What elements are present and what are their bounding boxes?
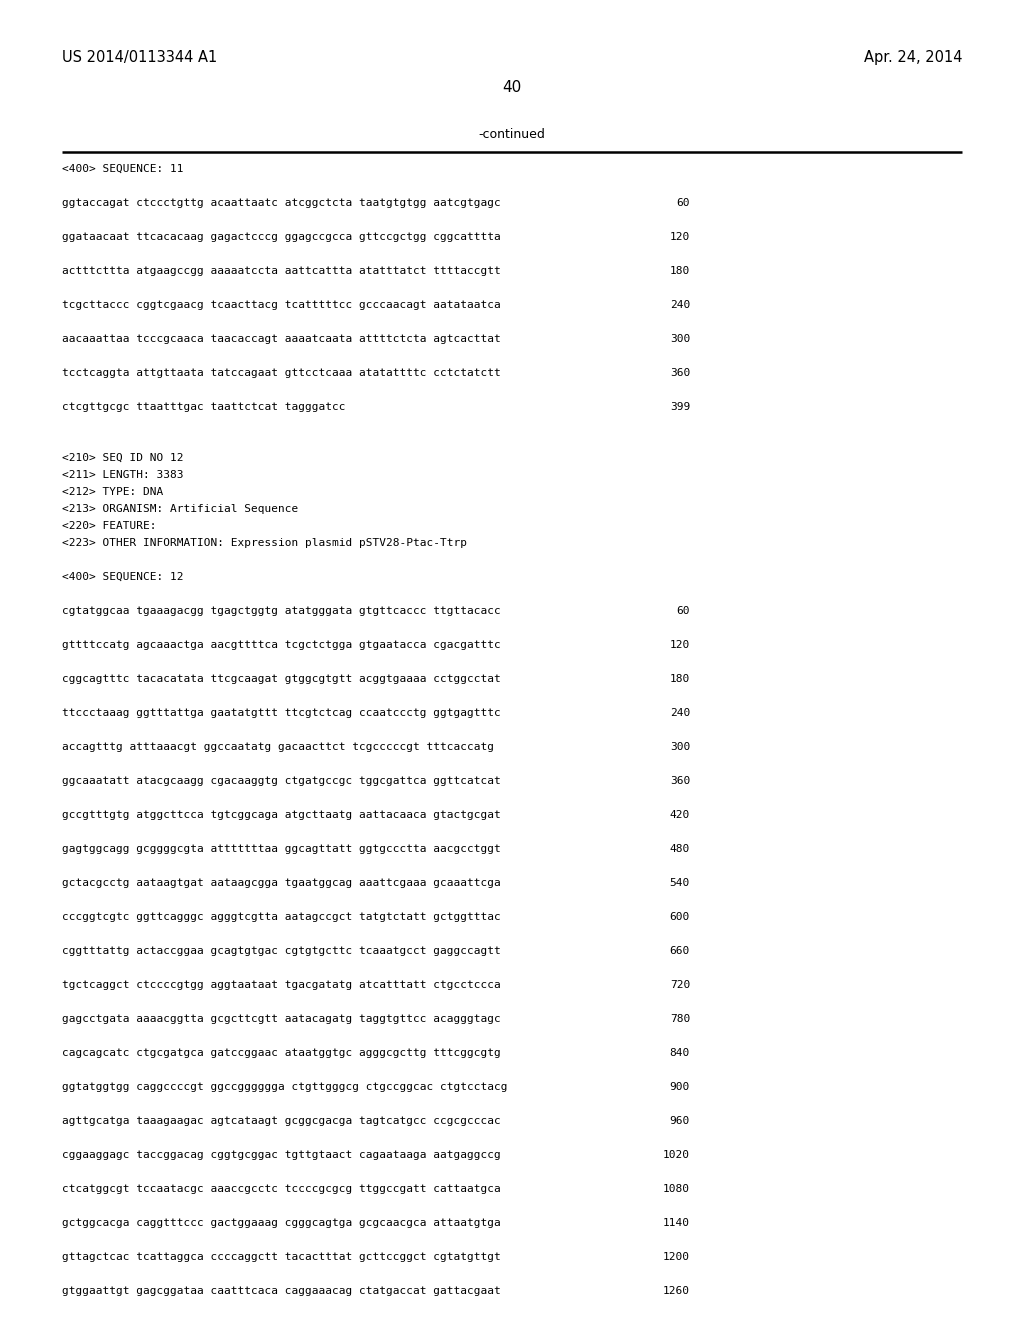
Text: 180: 180 [670,675,690,684]
Text: actttcttta atgaagccgg aaaaatccta aattcattta atatttatct ttttaccgtt: actttcttta atgaagccgg aaaaatccta aattcat… [62,267,501,276]
Text: 420: 420 [670,810,690,820]
Text: cagcagcatc ctgcgatgca gatccggaac ataatggtgc agggcgcttg tttcggcgtg: cagcagcatc ctgcgatgca gatccggaac ataatgg… [62,1048,501,1059]
Text: 360: 360 [670,368,690,378]
Text: 1200: 1200 [663,1251,690,1262]
Text: gagcctgata aaaacggtta gcgcttcgtt aatacagatg taggtgttcc acagggtagc: gagcctgata aaaacggtta gcgcttcgtt aatacag… [62,1014,501,1024]
Text: <223> OTHER INFORMATION: Expression plasmid pSTV28-Ptac-Ttrp: <223> OTHER INFORMATION: Expression plas… [62,539,467,548]
Text: 720: 720 [670,979,690,990]
Text: 40: 40 [503,81,521,95]
Text: cggaaggagc taccggacag cggtgcggac tgttgtaact cagaataaga aatgaggccg: cggaaggagc taccggacag cggtgcggac tgttgta… [62,1150,501,1160]
Text: 840: 840 [670,1048,690,1059]
Text: accagtttg atttaaacgt ggccaatatg gacaacttct tcgcccccgt tttcaccatg: accagtttg atttaaacgt ggccaatatg gacaactt… [62,742,494,752]
Text: 180: 180 [670,267,690,276]
Text: <400> SEQUENCE: 12: <400> SEQUENCE: 12 [62,572,183,582]
Text: 540: 540 [670,878,690,888]
Text: gtggaattgt gagcggataa caatttcaca caggaaacag ctatgaccat gattacgaat: gtggaattgt gagcggataa caatttcaca caggaaa… [62,1286,501,1296]
Text: 780: 780 [670,1014,690,1024]
Text: 900: 900 [670,1082,690,1092]
Text: Apr. 24, 2014: Apr. 24, 2014 [863,50,962,65]
Text: tcctcaggta attgttaata tatccagaat gttcctcaaa atatattttc cctctatctt: tcctcaggta attgttaata tatccagaat gttcctc… [62,368,501,378]
Text: 300: 300 [670,334,690,345]
Text: 600: 600 [670,912,690,921]
Text: gttttccatg agcaaactga aacgttttca tcgctctgga gtgaatacca cgacgatttc: gttttccatg agcaaactga aacgttttca tcgctct… [62,640,501,649]
Text: 1080: 1080 [663,1184,690,1195]
Text: tcgcttaccc cggtcgaacg tcaacttacg tcatttttcc gcccaacagt aatataatca: tcgcttaccc cggtcgaacg tcaacttacg tcatttt… [62,300,501,310]
Text: 660: 660 [670,946,690,956]
Text: ggtatggtgg caggccccgt ggccgggggga ctgttgggcg ctgccggcac ctgtcctacg: ggtatggtgg caggccccgt ggccgggggga ctgttg… [62,1082,508,1092]
Text: cggcagtttc tacacatata ttcgcaagat gtggcgtgtt acggtgaaaa cctggcctat: cggcagtttc tacacatata ttcgcaagat gtggcgt… [62,675,501,684]
Text: ggataacaat ttcacacaag gagactcccg ggagccgcca gttccgctgg cggcatttta: ggataacaat ttcacacaag gagactcccg ggagccg… [62,232,501,242]
Text: <212> TYPE: DNA: <212> TYPE: DNA [62,487,163,498]
Text: -continued: -continued [478,128,546,141]
Text: ctcatggcgt tccaatacgc aaaccgcctc tccccgcgcg ttggccgatt cattaatgca: ctcatggcgt tccaatacgc aaaccgcctc tccccgc… [62,1184,501,1195]
Text: 399: 399 [670,403,690,412]
Text: 120: 120 [670,640,690,649]
Text: <213> ORGANISM: Artificial Sequence: <213> ORGANISM: Artificial Sequence [62,504,298,513]
Text: US 2014/0113344 A1: US 2014/0113344 A1 [62,50,217,65]
Text: <210> SEQ ID NO 12: <210> SEQ ID NO 12 [62,453,183,463]
Text: ggcaaatatt atacgcaagg cgacaaggtg ctgatgccgc tggcgattca ggttcatcat: ggcaaatatt atacgcaagg cgacaaggtg ctgatgc… [62,776,501,785]
Text: <211> LENGTH: 3383: <211> LENGTH: 3383 [62,470,183,480]
Text: cccggtcgtc ggttcagggc agggtcgtta aatagccgct tatgtctatt gctggtttac: cccggtcgtc ggttcagggc agggtcgtta aatagcc… [62,912,501,921]
Text: aacaaattaa tcccgcaaca taacaccagt aaaatcaata attttctcta agtcacttat: aacaaattaa tcccgcaaca taacaccagt aaaatca… [62,334,501,345]
Text: agttgcatga taaagaagac agtcataagt gcggcgacga tagtcatgcc ccgcgcccac: agttgcatga taaagaagac agtcataagt gcggcga… [62,1115,501,1126]
Text: 1020: 1020 [663,1150,690,1160]
Text: 120: 120 [670,232,690,242]
Text: gctacgcctg aataagtgat aataagcgga tgaatggcag aaattcgaaa gcaaattcga: gctacgcctg aataagtgat aataagcgga tgaatgg… [62,878,501,888]
Text: 360: 360 [670,776,690,785]
Text: ttccctaaag ggtttattga gaatatgttt ttcgtctcag ccaatccctg ggtgagtttc: ttccctaaag ggtttattga gaatatgttt ttcgtct… [62,708,501,718]
Text: 60: 60 [677,198,690,209]
Text: <400> SEQUENCE: 11: <400> SEQUENCE: 11 [62,164,183,174]
Text: ctcgttgcgc ttaatttgac taattctcat tagggatcc: ctcgttgcgc ttaatttgac taattctcat tagggat… [62,403,345,412]
Text: 960: 960 [670,1115,690,1126]
Text: 240: 240 [670,300,690,310]
Text: tgctcaggct ctccccgtgg aggtaataat tgacgatatg atcatttatt ctgcctccca: tgctcaggct ctccccgtgg aggtaataat tgacgat… [62,979,501,990]
Text: gttagctcac tcattaggca ccccaggctt tacactttat gcttccggct cgtatgttgt: gttagctcac tcattaggca ccccaggctt tacactt… [62,1251,501,1262]
Text: cggtttattg actaccggaa gcagtgtgac cgtgtgcttc tcaaatgcct gaggccagtt: cggtttattg actaccggaa gcagtgtgac cgtgtgc… [62,946,501,956]
Text: gagtggcagg gcggggcgta atttttttaa ggcagttatt ggtgccctta aacgcctggt: gagtggcagg gcggggcgta atttttttaa ggcagtt… [62,843,501,854]
Text: 480: 480 [670,843,690,854]
Text: 1260: 1260 [663,1286,690,1296]
Text: cgtatggcaa tgaaagacgg tgagctggtg atatgggata gtgttcaccc ttgttacacc: cgtatggcaa tgaaagacgg tgagctggtg atatggg… [62,606,501,616]
Text: 300: 300 [670,742,690,752]
Text: 1140: 1140 [663,1218,690,1228]
Text: ggtaccagat ctccctgttg acaattaatc atcggctcta taatgtgtgg aatcgtgagc: ggtaccagat ctccctgttg acaattaatc atcggct… [62,198,501,209]
Text: gccgtttgtg atggcttcca tgtcggcaga atgcttaatg aattacaaca gtactgcgat: gccgtttgtg atggcttcca tgtcggcaga atgctta… [62,810,501,820]
Text: 240: 240 [670,708,690,718]
Text: <220> FEATURE:: <220> FEATURE: [62,521,157,531]
Text: gctggcacga caggtttccc gactggaaag cgggcagtga gcgcaacgca attaatgtga: gctggcacga caggtttccc gactggaaag cgggcag… [62,1218,501,1228]
Text: 60: 60 [677,606,690,616]
